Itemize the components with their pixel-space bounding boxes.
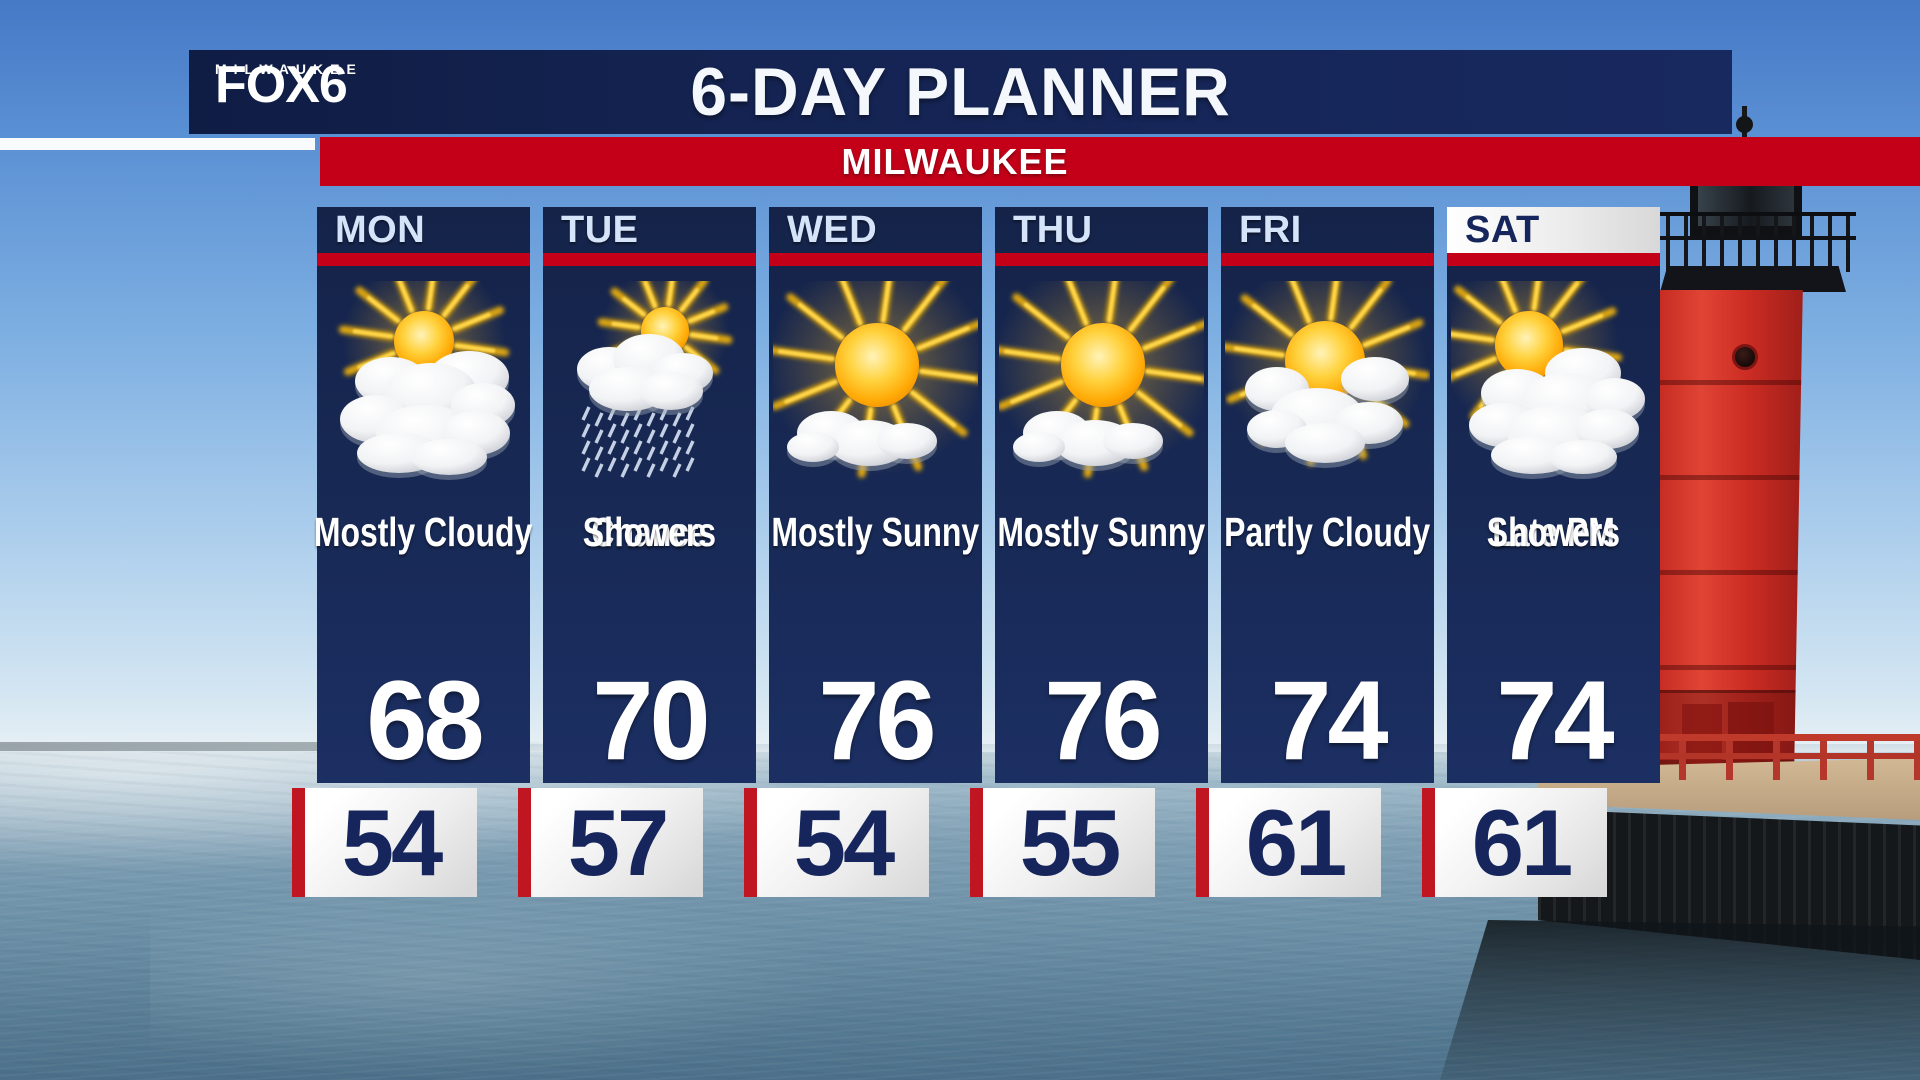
lighthouse-beacon <box>1736 116 1753 133</box>
mostly-sunny-icon <box>769 269 982 497</box>
condition-line: Mostly Sunny <box>997 509 1206 555</box>
high-temp: 74 <box>1496 658 1614 783</box>
high-temp: 70 <box>592 658 710 783</box>
low-temp-unit: 55 <box>970 788 1180 897</box>
condition-label: Late PM Showers <box>1447 495 1660 569</box>
day-underline <box>769 253 982 266</box>
chance-showers-icon <box>543 269 756 497</box>
fox6-logo: FOX6 MILWAUKEE <box>215 56 395 126</box>
day-underline <box>543 253 756 266</box>
low-temp-unit: 57 <box>518 788 728 897</box>
pier-reflection <box>1440 920 1920 1080</box>
low-temp-unit: 54 <box>744 788 954 897</box>
day-column-fri: FRI Partly Cloudy 74 61 <box>1196 207 1434 897</box>
partly-cloudy-icon <box>1221 269 1434 497</box>
low-temp-accent-stripe <box>970 788 983 897</box>
condition-label: Mostly Cloudy <box>314 495 533 569</box>
day-underline <box>1447 253 1660 266</box>
condition-line: Mostly Cloudy <box>314 509 533 555</box>
day-underline <box>995 253 1208 266</box>
lighthouse-gallery-railing <box>1648 212 1856 272</box>
low-temp: 61 <box>1435 788 1607 897</box>
mostly-sunny-icon <box>995 269 1208 497</box>
low-temp: 54 <box>757 788 929 897</box>
day-label: SAT <box>1447 207 1660 253</box>
day-label: FRI <box>1239 208 1302 251</box>
day-label: THU <box>1013 208 1093 251</box>
condition-line: Late PM <box>1492 509 1615 555</box>
low-temp: 57 <box>531 788 703 897</box>
low-temp-accent-stripe <box>292 788 305 897</box>
day-label: MON <box>335 208 426 251</box>
distant-shoreline <box>0 742 560 751</box>
day-column-sat: SAT Late PM Showers 74 61 <box>1422 207 1660 897</box>
day-column-wed: WED Mostly Sunny 76 54 <box>744 207 982 897</box>
fox6-logo-text: FOX6 <box>215 56 348 114</box>
day-underline <box>317 253 530 266</box>
day-column-mon: MON Mostly Cloudy 68 54 <box>292 207 533 897</box>
left-accent-stripe <box>0 138 315 150</box>
mostly-cloudy-icon <box>317 269 530 497</box>
low-temp-accent-stripe <box>518 788 531 897</box>
location-label: MILWAUKEE <box>841 140 1069 182</box>
condition-line: Showers <box>1486 509 1621 555</box>
day-column-thu: THU Mostly Sunny 76 55 <box>970 207 1208 897</box>
low-temp-accent-stripe <box>1422 788 1435 897</box>
day-label: TUE <box>561 208 639 251</box>
low-temp-unit: 61 <box>1196 788 1406 897</box>
low-temp-accent-stripe <box>1196 788 1209 897</box>
railing-top-rail <box>1538 734 1920 741</box>
lighthouse-gallery-rail <box>1648 236 1856 240</box>
condition-label: Partly Cloudy <box>1221 495 1434 569</box>
high-temp: 76 <box>818 658 936 783</box>
late-pm-showers-icon <box>1447 269 1660 497</box>
fox6-logo-market: MILWAUKEE <box>215 61 363 77</box>
low-temp: 55 <box>983 788 1155 897</box>
page-title: 6-DAY PLANNER <box>690 54 1231 130</box>
condition-line: Chance <box>591 509 708 555</box>
high-temp: 68 <box>366 658 484 783</box>
day-underline <box>1221 253 1434 266</box>
location-bar: MILWAUKEE <box>320 137 1920 186</box>
title-bar: FOX6 MILWAUKEE 6-DAY PLANNER <box>189 50 1732 134</box>
condition-line: Mostly Sunny <box>771 509 980 555</box>
condition-label: Chance Showers <box>543 495 756 569</box>
day-column-tue: TUE Chance Showers 70 57 <box>518 207 756 897</box>
high-temp: 76 <box>1044 658 1162 783</box>
railing-mid-rail <box>1538 753 1920 759</box>
low-temp: 61 <box>1209 788 1381 897</box>
condition-line: Showers <box>582 509 717 555</box>
water-sheen <box>150 880 850 1080</box>
high-temp: 74 <box>1270 658 1388 783</box>
day-label: WED <box>787 208 878 251</box>
condition-label: Mostly Sunny <box>995 495 1208 569</box>
low-temp-unit: 61 <box>1422 788 1632 897</box>
lighthouse-gallery-deck <box>1660 266 1846 292</box>
low-temp: 54 <box>305 788 477 897</box>
lighthouse-porthole <box>1732 344 1758 370</box>
low-temp-accent-stripe <box>744 788 757 897</box>
condition-label: Mostly Sunny <box>769 495 982 569</box>
condition-line: Partly Cloudy <box>1224 509 1431 555</box>
low-temp-unit: 54 <box>292 788 502 897</box>
